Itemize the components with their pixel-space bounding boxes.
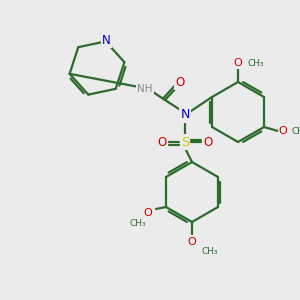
Text: O: O [279, 126, 287, 136]
Text: CH₃: CH₃ [292, 127, 300, 136]
Text: O: O [158, 136, 166, 148]
Text: O: O [144, 208, 152, 218]
Text: O: O [188, 237, 196, 247]
Text: N: N [102, 34, 111, 47]
Text: O: O [176, 76, 184, 89]
Text: O: O [234, 58, 242, 68]
Text: N: N [180, 109, 190, 122]
Text: CH₃: CH₃ [130, 218, 146, 227]
Text: CH₃: CH₃ [202, 247, 219, 256]
Text: S: S [181, 136, 189, 148]
Text: CH₃: CH₃ [248, 58, 265, 68]
Text: NH: NH [137, 84, 153, 94]
Text: O: O [203, 136, 213, 148]
